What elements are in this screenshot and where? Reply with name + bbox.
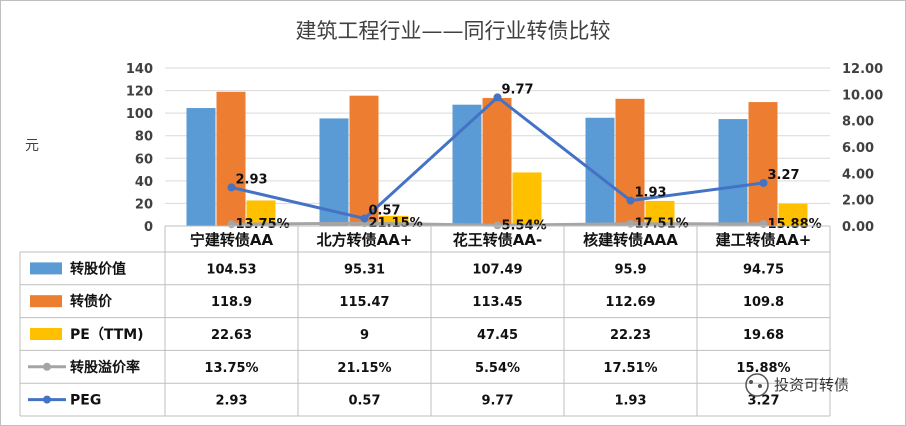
data-label-0-0: 13.75%: [236, 217, 290, 232]
watermark-text: 投资可转债: [774, 376, 849, 394]
data-label-1-3: 1.93: [635, 186, 667, 201]
wechat-icon: [745, 373, 769, 397]
wechat-icon-eye-left: [749, 380, 753, 384]
data-label-1-0: 2.93: [236, 172, 268, 187]
bar-1-2: [482, 97, 512, 227]
y-axis-label: 元: [25, 138, 39, 154]
line-point-0-0: [227, 220, 236, 229]
legend-label: 转债价: [70, 293, 113, 310]
table-cell: 22.63: [211, 328, 252, 343]
table-cell: 13.75%: [204, 361, 258, 376]
legend-label: PE（TTM): [70, 327, 144, 343]
data-label-0-3: 17.51%: [635, 217, 689, 232]
category-label: 花王转债AA-: [453, 231, 542, 249]
bar-1-1: [349, 95, 379, 226]
table-cell: 1.93: [614, 394, 646, 409]
line-point-0-4: [759, 219, 768, 228]
y2-tick-label: 8.00: [842, 115, 874, 130]
legend-swatch: [30, 262, 62, 275]
legend-label: 转股价值: [70, 260, 126, 277]
y-tick-label: 100: [126, 107, 153, 122]
table-cell: 47.45: [477, 328, 518, 343]
y-tick-label: 60: [135, 152, 153, 167]
table-cell: 2.93: [215, 394, 247, 409]
y-tick-label: 120: [126, 85, 153, 100]
legend-marker: [43, 362, 51, 371]
watermark: 投资可转债: [745, 373, 849, 397]
category-label: 核建转债AAA: [583, 231, 678, 249]
table-cell: 95.31: [344, 262, 385, 277]
table-cell: 118.9: [211, 295, 252, 310]
y-tick-label: 0: [144, 220, 153, 235]
table-cell: 9: [360, 328, 369, 343]
table-cell: 0.57: [348, 394, 380, 409]
data-label-0-4: 15.88%: [768, 217, 822, 232]
y2-tick-label: 2.00: [842, 194, 874, 209]
bar-1-3: [615, 98, 645, 226]
wechat-icon-eye-right: [758, 384, 762, 388]
y-tick-label: 80: [135, 130, 153, 145]
category-label: 宁建转债AA: [190, 231, 274, 249]
chart-title: 建筑工程行业——同行业转债比较: [296, 19, 611, 43]
data-label-1-2: 9.77: [502, 82, 534, 97]
legend-marker: [43, 395, 51, 404]
table-cell: 115.47: [339, 295, 389, 310]
legend-label: 转股溢价率: [70, 359, 140, 376]
table-cell: 112.69: [605, 295, 655, 310]
y-tick-label: 20: [135, 197, 153, 212]
line-point-1-1: [360, 214, 369, 223]
table-cell: 3.27: [747, 394, 779, 409]
table-cell: 107.49: [472, 262, 522, 277]
legend-label: PEG: [70, 393, 101, 409]
bar-0-4: [718, 119, 748, 226]
y2-tick-label: 6.00: [842, 141, 874, 156]
y2-tick-label: 12.00: [842, 62, 883, 77]
y2-tick-label: 4.00: [842, 167, 874, 182]
line-point-1-2: [493, 93, 502, 102]
line-point-1-0: [227, 183, 236, 192]
table-cell: 21.15%: [337, 361, 391, 376]
y-tick-label: 40: [135, 175, 153, 190]
category-label: 北方转债AA+: [317, 231, 413, 249]
bar-2-3: [645, 200, 675, 226]
y2-tick-label: 10.00: [842, 88, 883, 103]
data-label-1-1: 0.57: [369, 203, 401, 218]
table-cell: 94.75: [743, 262, 784, 277]
legend-swatch: [30, 295, 62, 308]
bar-1-4: [748, 102, 778, 226]
line-point-0-2: [493, 221, 502, 230]
table-cell: 15.88%: [736, 361, 790, 376]
line-point-1-3: [626, 196, 635, 205]
table-cell: 22.23: [610, 328, 651, 343]
bar-0-3: [585, 117, 615, 226]
bar-2-1: [379, 215, 409, 226]
y-tick-label: 140: [126, 62, 153, 77]
line-point-1-4: [759, 178, 768, 187]
table-cell: 113.45: [472, 295, 522, 310]
table-cell: 19.68: [743, 328, 784, 343]
data-label-0-1: 21.15%: [369, 216, 423, 231]
legend-swatch: [30, 328, 62, 340]
bar-0-2: [452, 104, 482, 226]
bar-2-4: [778, 203, 808, 226]
table-cell: 95.9: [614, 262, 646, 277]
bar-2-0: [246, 200, 276, 226]
table-cell: 17.51%: [603, 361, 657, 376]
y2-tick-label: 0.00: [842, 220, 874, 235]
table-cell: 104.53: [206, 262, 256, 277]
table-cell: 109.8: [743, 295, 784, 310]
bar-0-0: [186, 108, 216, 226]
data-label-1-4: 3.27: [768, 168, 800, 183]
bar-2-2: [512, 172, 542, 226]
table-cell: 9.77: [481, 394, 513, 409]
table-cell: 5.54%: [475, 361, 520, 376]
category-label: 建工转债AA+: [716, 231, 812, 249]
bar-1-0: [216, 91, 246, 226]
